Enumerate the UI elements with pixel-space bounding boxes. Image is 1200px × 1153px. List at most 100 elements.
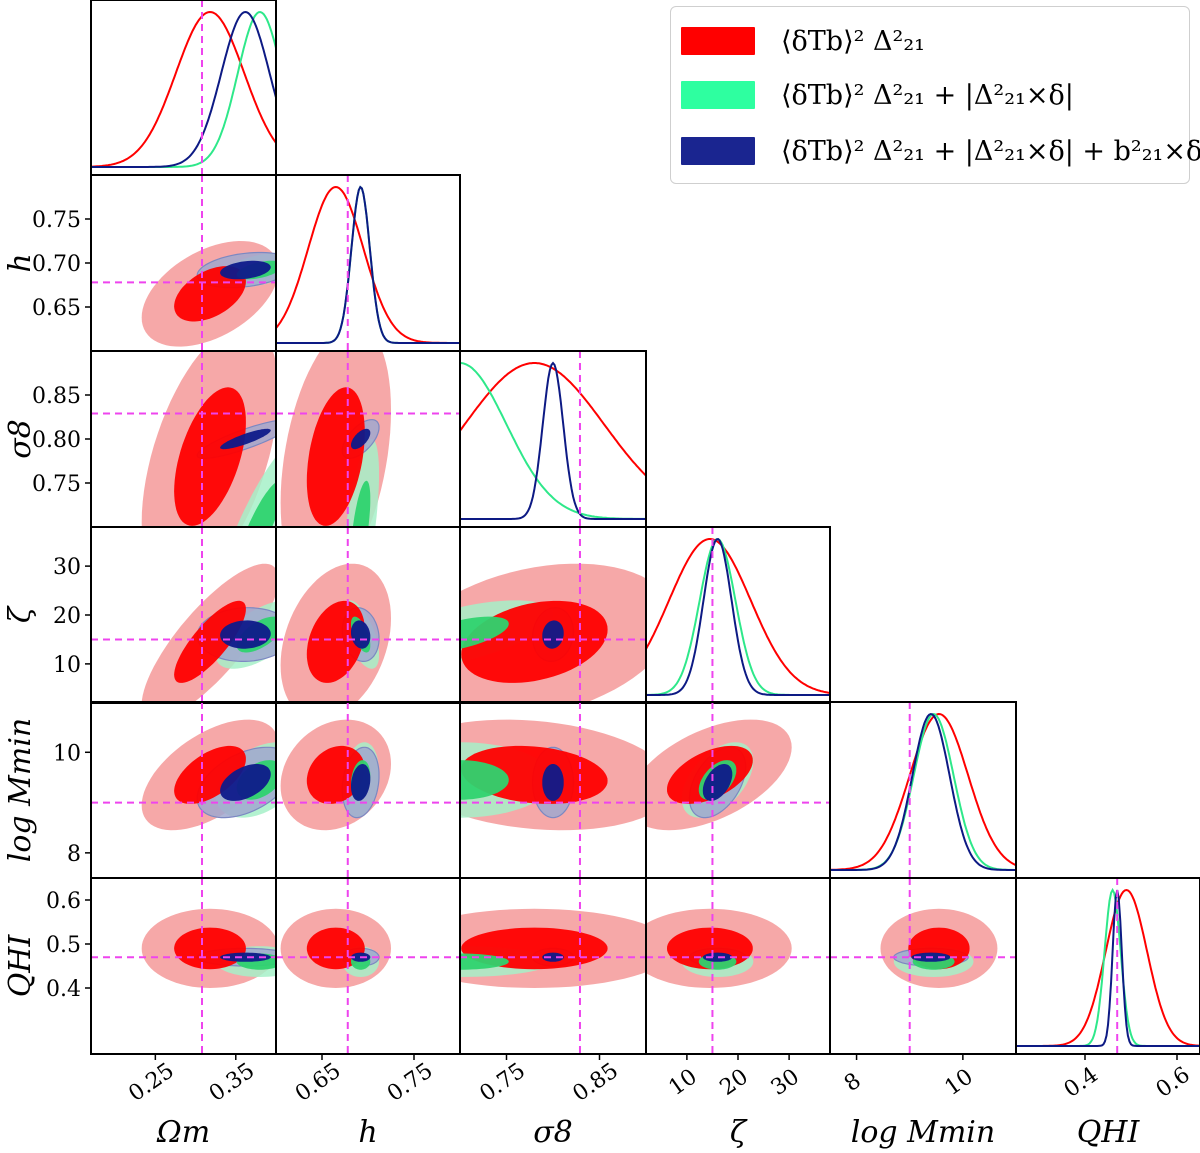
xtick-label-Om-0.35: 0.35 <box>205 1058 259 1107</box>
xlabel-h: h <box>358 1115 377 1150</box>
panel-zeta-Om <box>91 527 276 703</box>
contour-68-h-Om-series-2 <box>220 260 271 280</box>
xlabel-Om: Ωm <box>156 1115 210 1150</box>
marginal-h-series-2 <box>276 185 460 344</box>
contour-68-QHI-Om-series-0 <box>174 927 246 970</box>
legend-swatch-red <box>681 27 755 55</box>
legend-label-blue: ⟨δTb⟩² Δ²₂₁ + |Δ²₂₁×δ| + b²₂₁×δ <box>781 135 1200 167</box>
marginal-s8-series-2 <box>460 361 646 520</box>
marginal-zeta-series-1 <box>646 538 830 696</box>
contour-68-zeta-h-series-0 <box>306 600 365 683</box>
ylabel-logM: log Mmin <box>3 718 38 862</box>
xtick-label-logM-8: 8 <box>840 1068 866 1097</box>
contour-68-zeta-s8-series-1 <box>460 616 509 649</box>
contour-68-zeta-s8-series-2 <box>542 620 564 649</box>
marginal-Om-series-0 <box>91 10 276 168</box>
contour-68-QHI-h-series-0 <box>306 927 365 970</box>
panel-zeta-zeta <box>646 527 830 703</box>
xlabel-zeta: ζ <box>730 1115 748 1150</box>
xtick-label-zeta-20: 20 <box>716 1064 753 1101</box>
panel-zeta-h <box>276 527 460 703</box>
xtick-label-h-0.75: 0.75 <box>383 1058 437 1107</box>
contour-68-QHI-s8-series-2 <box>542 952 564 962</box>
xtick-label-h-0.65: 0.65 <box>291 1058 345 1107</box>
contour-68-s8-Om-series-1 <box>247 482 276 527</box>
contour-68-s8-h-series-1 <box>352 480 371 527</box>
legend: ⟨δTb⟩² Δ²₂₁ ⟨δTb⟩² Δ²₂₁ + |Δ²₂₁×δ| ⟨δTb⟩… <box>670 6 1200 184</box>
ytick-label-h-0.7: 0.70 <box>32 252 81 277</box>
legend-item-red: ⟨δTb⟩² Δ²₂₁ <box>681 25 925 57</box>
panel-frame-s8-s8 <box>459 350 647 528</box>
ytick-label-logM-10: 10 <box>53 741 81 766</box>
ytick-label-QHI-0.4: 0.4 <box>46 977 81 1002</box>
panel-frame-QHI-QHI <box>1015 877 1200 1055</box>
ytick-label-QHI-0.5: 0.5 <box>46 933 81 958</box>
marginal-logM-series-2 <box>830 712 1016 871</box>
contour-68-QHI-Om-series-2 <box>220 952 271 962</box>
ytick-label-QHI-0.6: 0.6 <box>46 889 81 914</box>
contour-68-QHI-zeta-series-2 <box>702 952 733 962</box>
ytick-label-logM-8: 8 <box>67 842 81 867</box>
contour-68-zeta-Om-series-0 <box>174 600 246 683</box>
xtick-label-s8-0.85: 0.85 <box>569 1058 623 1107</box>
panel-QHI-h <box>276 878 460 1054</box>
panel-QHI-QHI <box>1016 878 1200 1054</box>
contour-68-s8-h-series-2 <box>351 428 371 450</box>
legend-label-green: ⟨δTb⟩² Δ²₂₁ + |Δ²₂₁×δ| <box>781 79 1074 111</box>
marginal-s8-series-0 <box>460 362 646 477</box>
ylabel-zeta: ζ <box>3 605 38 623</box>
panel-QHI-s8 <box>460 878 646 1054</box>
xlabel-s8: σ8 <box>533 1115 573 1150</box>
contour-68-logM-s8-series-2 <box>542 764 564 801</box>
contour-68-s8-Om-series-2 <box>220 428 271 450</box>
marginal-Om-series-1 <box>91 11 276 168</box>
xtick-label-zeta-10: 10 <box>665 1064 702 1101</box>
contour-68-logM-Om-series-0 <box>174 745 246 804</box>
ytick-label-h-0.75: 0.75 <box>32 208 81 233</box>
contour-68-logM-h-series-0 <box>306 745 365 804</box>
ylabel-QHI: QHI <box>3 934 38 998</box>
contour-68-logM-s8-series-1 <box>460 760 509 800</box>
panel-logM-Om <box>91 702 276 878</box>
contour-95-s8-h-series-1 <box>345 439 379 527</box>
xtick-label-QHI-0.6: 0.6 <box>1152 1062 1195 1103</box>
panel-Om-Om <box>91 0 276 175</box>
legend-item-blue: ⟨δTb⟩² Δ²₂₁ + |Δ²₂₁×δ| + b²₂₁×δ <box>681 135 1200 167</box>
panel-logM-s8 <box>460 702 646 878</box>
legend-swatch-green <box>681 81 755 109</box>
panel-QHI-logM <box>830 878 1016 1054</box>
xtick-label-s8-0.75: 0.75 <box>476 1058 530 1107</box>
panel-h-h <box>276 175 460 351</box>
panel-s8-s8 <box>460 351 646 527</box>
ytick-label-s8-0.75: 0.75 <box>32 472 81 497</box>
ylabel-h: h <box>3 253 38 272</box>
contour-68-s8-h-series-0 <box>306 387 365 526</box>
panel-s8-Om <box>91 351 276 527</box>
marginal-Om-series-2 <box>91 10 276 168</box>
ytick-label-h-0.65: 0.65 <box>32 296 81 321</box>
legend-item-green: ⟨δTb⟩² Δ²₂₁ + |Δ²₂₁×δ| <box>681 79 1074 111</box>
panel-h-Om <box>91 175 276 351</box>
marginal-logM-series-1 <box>830 712 1016 871</box>
marginal-s8-series-1 <box>460 362 646 520</box>
panel-zeta-s8 <box>460 527 646 703</box>
xlabel-logM: log Mmin <box>851 1115 995 1150</box>
ytick-label-s8-0.8: 0.80 <box>32 428 81 453</box>
panel-QHI-zeta <box>646 878 830 1054</box>
marginal-h-series-0 <box>276 185 460 344</box>
panel-logM-logM <box>830 702 1016 878</box>
ytick-label-s8-0.85: 0.85 <box>32 384 81 409</box>
ytick-label-zeta-30: 30 <box>53 555 81 580</box>
marginal-zeta-series-2 <box>646 538 830 696</box>
contour-68-zeta-Om-series-2 <box>220 620 271 649</box>
legend-swatch-blue <box>681 137 755 165</box>
panel-logM-zeta <box>646 702 830 878</box>
legend-label-red: ⟨δTb⟩² Δ²₂₁ <box>781 25 925 57</box>
ytick-label-zeta-10: 10 <box>53 653 81 678</box>
xtick-label-Om-0.25: 0.25 <box>124 1058 178 1107</box>
panel-frame-Om-Om <box>90 0 277 176</box>
contour-68-logM-h-series-2 <box>351 764 371 801</box>
panel-s8-h <box>276 351 460 527</box>
ylabel-s8: σ8 <box>3 419 38 459</box>
